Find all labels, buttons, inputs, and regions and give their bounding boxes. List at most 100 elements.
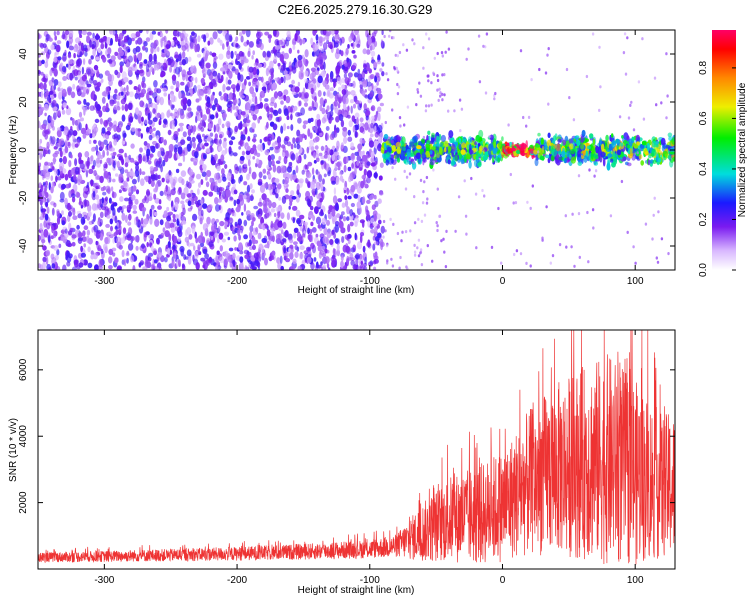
spectrogram-point xyxy=(292,258,297,265)
spectrogram-point xyxy=(580,136,584,144)
spectrogram-point xyxy=(636,151,639,155)
spectrogram-point xyxy=(332,36,338,41)
spectrogram-point xyxy=(277,220,283,228)
spectrogram-point xyxy=(59,157,63,163)
spectrogram-point xyxy=(141,116,144,122)
spectrogram-point xyxy=(246,173,250,181)
spectrogram-point xyxy=(195,98,200,103)
spectrogram-point xyxy=(255,158,260,165)
spectrogram-point xyxy=(86,68,92,75)
spectrogram-point xyxy=(354,151,360,156)
spectrogram-point xyxy=(196,105,201,112)
spectrogram-point xyxy=(58,243,62,248)
spectrogram-point xyxy=(141,171,146,176)
spectrogram-point xyxy=(317,245,323,252)
spectrogram-point xyxy=(172,218,177,223)
spectrogram-point xyxy=(191,225,196,234)
spectrogram-point xyxy=(311,100,315,109)
spectrogram-point xyxy=(52,156,56,165)
spectrogram-point xyxy=(164,230,170,238)
spectrogram-point xyxy=(85,169,89,178)
spectrogram-point xyxy=(239,256,244,263)
spectrogram-point xyxy=(217,37,221,43)
spectrogram-point xyxy=(329,133,335,141)
spectrogram-point xyxy=(282,62,286,71)
spectrogram-point xyxy=(92,32,95,39)
spectrogram-point xyxy=(292,205,298,211)
spectrogram-point xyxy=(72,215,78,220)
spectrogram-point xyxy=(56,30,60,36)
spectrogram-point xyxy=(304,49,309,58)
spectrogram-point xyxy=(59,191,65,201)
spectrogram-point xyxy=(157,31,161,36)
spectrogram-point xyxy=(249,86,255,95)
spectrogram-point xyxy=(48,98,52,104)
spectrogram-point xyxy=(331,208,336,217)
spectrogram-point xyxy=(257,232,262,240)
spectrogram-point xyxy=(197,88,202,97)
spectrogram-point xyxy=(311,51,315,57)
spectrogram-point xyxy=(178,213,182,222)
spectrogram-point xyxy=(652,159,657,164)
spectrogram-point xyxy=(86,235,90,243)
spectrogram-point xyxy=(660,137,666,146)
spectrogram-point xyxy=(197,35,201,43)
spectrogram-point xyxy=(134,92,139,100)
spectrogram-point xyxy=(44,161,49,166)
spectrogram-point xyxy=(71,241,76,247)
spectrogram-point xyxy=(134,54,137,63)
spectrogram-point xyxy=(239,174,243,182)
spectrogram-point xyxy=(121,114,126,122)
spectrogram-point xyxy=(70,91,76,99)
spectrogram-point xyxy=(370,229,376,234)
spectrogram-point xyxy=(274,39,280,46)
spectrogram-point xyxy=(44,186,47,196)
spectrogram-point xyxy=(347,44,350,49)
spectrogram-point xyxy=(359,138,363,145)
spectrogram-point xyxy=(106,37,111,45)
spectrogram-point xyxy=(188,234,193,240)
spectrogram-point xyxy=(265,106,270,113)
spectrogram-point xyxy=(56,40,62,45)
spectrogram-point xyxy=(112,153,115,160)
spectrogram-point xyxy=(307,118,312,124)
spectrogram-point xyxy=(149,153,154,158)
spectrogram-point xyxy=(305,190,311,199)
spectrogram-point xyxy=(341,211,345,216)
spectrogram-point xyxy=(48,38,54,42)
spectrogram-point xyxy=(324,151,329,155)
spectrogram-point xyxy=(77,58,83,66)
spectrogram-point xyxy=(164,190,168,196)
spectrogram-point xyxy=(331,30,335,36)
spectrogram-point xyxy=(243,219,248,227)
spectrogram-point xyxy=(357,68,361,75)
spectrogram-point xyxy=(346,216,350,222)
spectrogram-point xyxy=(296,144,301,150)
spectrogram-point xyxy=(269,68,274,76)
spectrogram-point xyxy=(182,154,186,163)
spectrogram-point xyxy=(44,112,47,117)
spectrogram-point xyxy=(273,212,277,218)
spectrogram-point xyxy=(145,103,148,111)
spectrogram-point xyxy=(353,54,357,59)
spectrogram-point xyxy=(377,106,382,113)
spectrogram-point xyxy=(356,33,360,42)
spectrogram-point xyxy=(83,44,88,51)
spectrogram-point xyxy=(586,145,591,150)
spectrogram-point xyxy=(171,260,175,267)
spectrogram-point xyxy=(353,103,356,109)
spectrogram-point xyxy=(210,154,214,162)
spectrogram-point xyxy=(234,68,239,75)
spectrogram-point xyxy=(451,143,456,152)
spectrogram-point xyxy=(385,154,389,159)
spectrogram-point xyxy=(241,212,244,216)
spectrogram-point xyxy=(55,175,58,183)
spectrogram-point xyxy=(221,238,226,243)
spectrogram-point xyxy=(255,80,260,89)
spectrogram-point xyxy=(225,212,230,221)
spectrogram-point xyxy=(43,82,47,91)
spectrogram-point xyxy=(237,218,242,226)
spectrogram-point xyxy=(320,209,324,216)
spectrogram-point xyxy=(274,77,279,82)
